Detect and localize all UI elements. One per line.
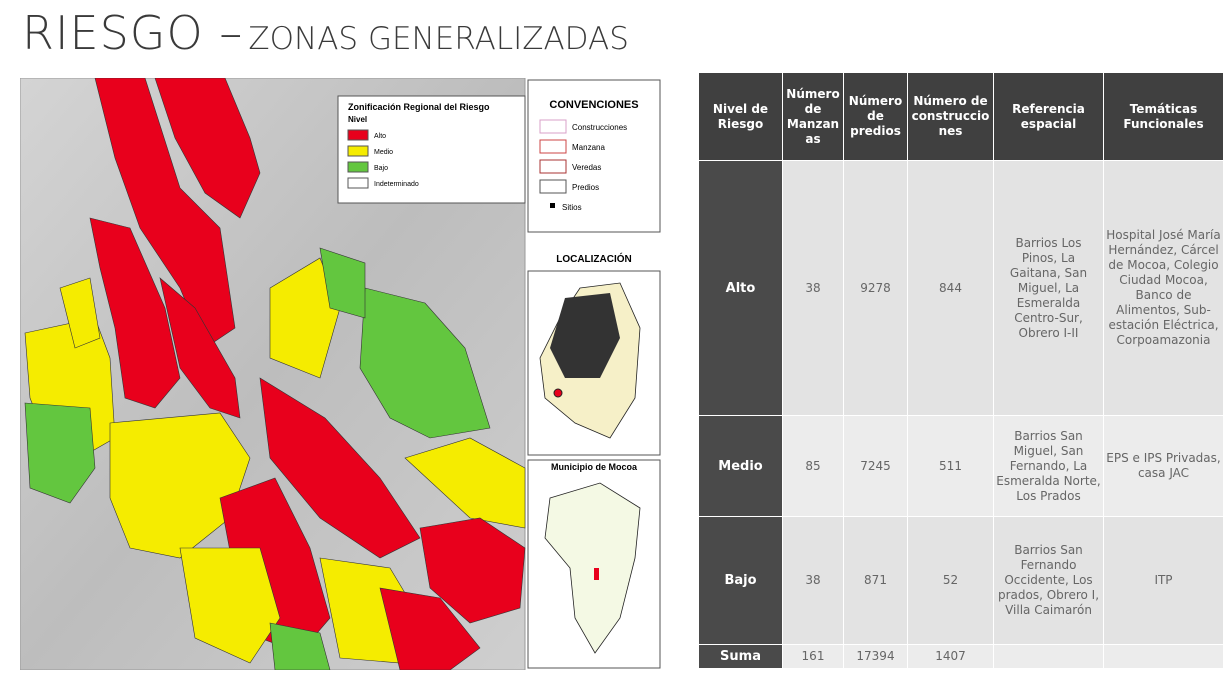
- legend-subtitle: Nivel: [348, 115, 367, 124]
- convention-label: Sitios: [562, 203, 582, 212]
- data-cell: 85: [783, 416, 844, 517]
- data-cell: 511: [908, 416, 994, 517]
- title-main: RIESGO –: [22, 6, 243, 60]
- data-cell: Barrios San Fernando Occidente, Los prad…: [994, 517, 1104, 645]
- data-cell: ITP: [1104, 517, 1224, 645]
- data-cell: 17394: [844, 645, 908, 669]
- legend-label: Medio: [374, 149, 393, 156]
- data-cell: Hospital José María Hernández, Cárcel de…: [1104, 161, 1224, 416]
- data-cell: 38: [783, 161, 844, 416]
- legend-swatch: [348, 146, 368, 156]
- legend-swatch: [348, 130, 368, 140]
- location-title: LOCALIZACIÓN: [556, 252, 632, 265]
- convention-swatch: [540, 180, 566, 193]
- location-marker: [554, 389, 562, 397]
- data-cell: 844: [908, 161, 994, 416]
- data-cell: 161: [783, 645, 844, 669]
- convention-swatch: [540, 160, 566, 173]
- header-cell: Número de construcciones: [908, 73, 994, 161]
- title: RIESGO – ZONAS GENERALIZADAS: [22, 6, 629, 60]
- data-cell: [994, 645, 1104, 669]
- data-cell: 52: [908, 517, 994, 645]
- conventions-panel: CONVENCIONES Construcciones Manzana Vereda…: [528, 80, 660, 232]
- convention-swatch: [540, 140, 566, 153]
- convention-label: Construcciones: [572, 123, 627, 132]
- data-cell: 7245: [844, 416, 908, 517]
- map: Zonificación Regional del Riesgo Nivel A…: [20, 78, 662, 670]
- municipality-title: Municipio de Mocoa: [551, 462, 638, 472]
- level-cell: Suma: [699, 645, 783, 669]
- level-cell: Alto: [699, 161, 783, 416]
- level-cell: Medio: [699, 416, 783, 517]
- map-legend: Zonificación Regional del Riesgo Nivel A…: [338, 96, 525, 203]
- legend-swatch: [348, 178, 368, 188]
- conventions-title: CONVENCIONES: [549, 99, 638, 111]
- data-cell: EPS e IPS Privadas, casa JAC: [1104, 416, 1224, 517]
- convention-label: Manzana: [572, 143, 605, 152]
- legend-label: Alto: [374, 133, 386, 140]
- page: RIESGO – ZONAS GENERALIZADAS Zonificació…: [0, 0, 1229, 682]
- legend-label: Bajo: [374, 165, 388, 172]
- location-panel: LOCALIZACIÓN Municipio de Mocoa: [528, 252, 660, 668]
- data-cell: [1104, 645, 1224, 669]
- convention-swatch: [540, 120, 566, 133]
- convention-swatch: [550, 203, 555, 208]
- header-cell: Referencia espacial: [994, 73, 1104, 161]
- legend-title: Zonificación Regional del Riesgo: [348, 102, 490, 112]
- municipality-marker: [594, 568, 599, 580]
- header-cell: Temáticas Funcionales: [1104, 73, 1224, 161]
- title-sub: ZONAS GENERALIZADAS: [248, 21, 629, 57]
- header-cell: Número de Manzanas: [783, 73, 844, 161]
- convention-label: Predios: [572, 183, 599, 192]
- data-cell: 871: [844, 517, 908, 645]
- data-cell: 38: [783, 517, 844, 645]
- data-cell: 1407: [908, 645, 994, 669]
- header-cell: Número de predios: [844, 73, 908, 161]
- data-cell: Barrios San Miguel, San Fernando, La Esm…: [994, 416, 1104, 517]
- legend-label: Indeterminado: [374, 181, 419, 188]
- level-cell: Bajo: [699, 517, 783, 645]
- header-cell: Nivel de Riesgo: [699, 73, 783, 161]
- legend-swatch: [348, 162, 368, 172]
- data-cell: 9278: [844, 161, 908, 416]
- data-cell: Barrios Los Pinos, La Gaitana, San Migue…: [994, 161, 1104, 416]
- convention-label: Veredas: [572, 163, 601, 172]
